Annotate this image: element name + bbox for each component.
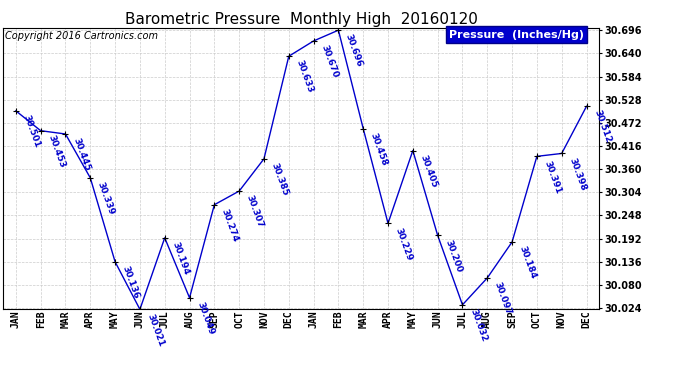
Text: 30.458: 30.458 <box>368 131 389 167</box>
Text: 30.633: 30.633 <box>295 59 315 94</box>
Text: 30.307: 30.307 <box>245 194 265 230</box>
Text: 30.136: 30.136 <box>121 265 141 300</box>
Text: 30.453: 30.453 <box>46 134 66 169</box>
Text: 30.398: 30.398 <box>567 156 588 192</box>
Text: 30.097: 30.097 <box>493 281 513 316</box>
Text: 30.405: 30.405 <box>418 153 439 189</box>
Text: 30.385: 30.385 <box>270 162 290 197</box>
Text: 30.391: 30.391 <box>542 159 563 195</box>
Text: 30.339: 30.339 <box>96 181 116 216</box>
Text: 30.274: 30.274 <box>220 207 240 243</box>
Text: 30.049: 30.049 <box>195 301 215 336</box>
Title: Barometric Pressure  Monthly High  20160120: Barometric Pressure Monthly High 2016012… <box>125 12 477 27</box>
Text: 30.670: 30.670 <box>319 44 339 79</box>
Text: 30.194: 30.194 <box>170 241 190 276</box>
Text: 30.501: 30.501 <box>21 114 41 149</box>
Text: Copyright 2016 Cartronics.com: Copyright 2016 Cartronics.com <box>5 31 157 41</box>
Text: 30.696: 30.696 <box>344 33 364 69</box>
Text: 30.229: 30.229 <box>393 226 414 262</box>
Text: 30.200: 30.200 <box>443 238 464 273</box>
Text: 30.184: 30.184 <box>518 245 538 280</box>
Text: 30.445: 30.445 <box>71 137 91 172</box>
Text: 30.032: 30.032 <box>468 308 489 343</box>
Text: 30.021: 30.021 <box>146 312 166 348</box>
Text: 30.512: 30.512 <box>592 109 612 145</box>
Text: Pressure  (Inches/Hg): Pressure (Inches/Hg) <box>449 30 584 39</box>
